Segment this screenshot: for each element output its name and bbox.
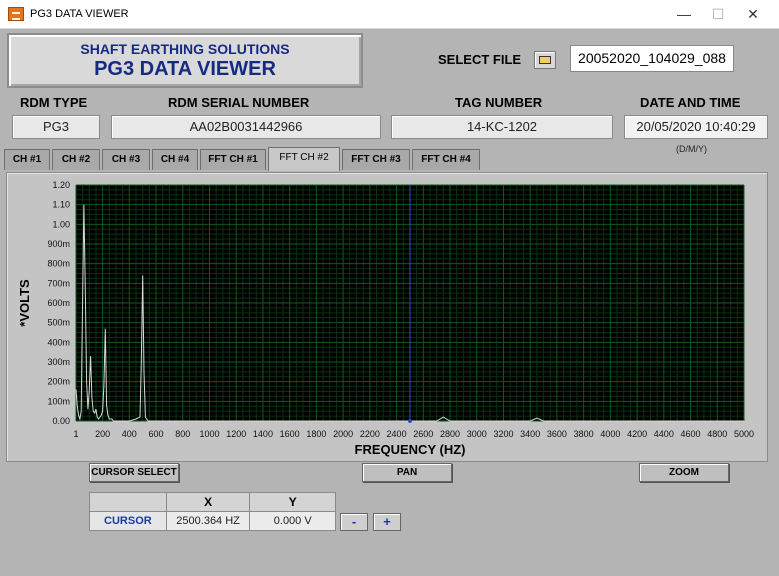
rdm-serial-field: AA02B0031442966 [111,115,381,139]
date-time-field: 20/05/2020 10:40:29 [624,115,768,139]
cursor-row[interactable]: CURSOR 2500.364 HZ 0.000 V [89,511,336,531]
tab-fft-ch4[interactable]: FFT CH #4 [412,149,480,170]
x-tick-label: 3800 [574,429,594,439]
y-axis-label: *VOLTS [17,279,32,327]
x-tick-label: 3600 [547,429,567,439]
y-tick-label: 1.10 [52,200,70,210]
select-file-label: SELECT FILE [438,52,522,67]
file-name-field[interactable]: 20052020_104029_088 [570,45,734,72]
cursor-y-value: 0.000 V [249,511,336,531]
cursor-table-header-name [89,492,167,512]
x-tick-label: 2600 [413,429,433,439]
zoom-button[interactable]: ZOOM [639,463,729,482]
x-tick-label: 1600 [280,429,300,439]
date-format-hint: (D/M/Y) [676,144,707,154]
window-title: PG3 DATA VIEWER [30,8,129,20]
x-tick-label: 4800 [707,429,727,439]
tab-ch3[interactable]: CH #3 [102,149,150,170]
y-tick-label: 900m [47,239,70,249]
cursor-minus-button[interactable]: - [340,513,368,531]
tag-number-field: 14-KC-1202 [391,115,613,139]
rdm-type-label: RDM TYPE [20,95,88,110]
cursor-table-header-x: X [165,492,251,512]
fft-chart[interactable]: 1 200 400 600 800 1000 1200 1400 1600 1800 2000 220… [7,173,769,463]
company-name: SHAFT EARTHING SOLUTIONS [80,41,290,57]
fft-plot-panel: 1 200 400 600 800 1000 1200 1400 1600 1800 2000 220… [6,172,768,462]
pan-button[interactable]: PAN [362,463,452,482]
x-tick-label: 1 [73,429,78,439]
tab-fft-ch2[interactable]: FFT CH #2 [268,147,340,171]
y-tick-label: 300m [47,357,70,367]
cursor-marker [407,419,412,423]
cursor-plus-button[interactable]: + [373,513,401,531]
x-tick-label: 4000 [600,429,620,439]
x-tick-label: 3000 [467,429,487,439]
x-tick-label: 2800 [440,429,460,439]
x-tick-label: 400 [122,429,137,439]
y-tick-label: 200m [47,377,70,387]
rdm-serial-label: RDM SERIAL NUMBER [168,95,310,110]
window-title-bar: PG3 DATA VIEWER — ☐ ✕ [0,0,779,29]
maximize-button[interactable]: ☐ [711,6,725,22]
x-axis-label: FREQUENCY (HZ) [355,442,466,457]
x-tick-label: 3200 [493,429,513,439]
x-tick-label: 1400 [253,429,273,439]
header-banner: SHAFT EARTHING SOLUTIONS PG3 DATA VIEWER [7,33,363,88]
tab-ch1[interactable]: CH #1 [4,149,50,170]
y-tick-label: 600m [47,298,70,308]
x-tick-label: 200 [95,429,110,439]
x-tick-label: 800 [175,429,190,439]
y-tick-label: 0.00 [52,416,70,426]
x-tick-label: 4600 [681,429,701,439]
app-name: PG3 DATA VIEWER [94,58,276,80]
y-tick-label: 500m [47,318,70,328]
y-tick-label: 1.20 [52,180,70,190]
tab-ch4[interactable]: CH #4 [152,149,198,170]
tag-number-label: TAG NUMBER [455,95,543,110]
x-tick-label: 2000 [333,429,353,439]
rdm-type-field: PG3 [12,115,100,139]
x-tick-label: 2200 [360,429,380,439]
x-tick-label: 1200 [226,429,246,439]
x-tick-label: 4200 [627,429,647,439]
y-tick-label: 700m [47,278,70,288]
tab-ch2[interactable]: CH #2 [52,149,100,170]
cursor-table-header-y: Y [249,492,336,512]
tab-fft-ch3[interactable]: FFT CH #3 [342,149,410,170]
cursor-table: X Y CURSOR 2500.364 HZ 0.000 V [89,492,336,531]
tab-fft-ch1[interactable]: FFT CH #1 [200,149,266,170]
x-tick-label: 5000 [734,429,754,439]
x-tick-label: 3400 [520,429,540,439]
y-tick-label: 1.00 [52,219,70,229]
x-tick-label: 1800 [306,429,326,439]
y-tick-label: 400m [47,337,70,347]
x-tick-label: 1000 [199,429,219,439]
y-tick-label: 100m [47,396,70,406]
x-tick-label: 4400 [654,429,674,439]
y-tick-label: 800m [47,259,70,269]
cursor-name[interactable]: CURSOR [89,511,167,531]
close-button[interactable]: ✕ [747,6,759,22]
date-time-label: DATE AND TIME [640,95,741,110]
x-tick-label: 600 [149,429,164,439]
cursor-x-value: 2500.364 HZ [165,511,251,531]
fft-trace [75,204,744,422]
app-logo-icon [8,7,24,21]
cursor-select-button[interactable]: CURSOR SELECT [89,463,179,482]
minimize-button[interactable]: — [677,6,691,22]
folder-open-icon [539,56,551,64]
x-tick-label: 2400 [387,429,407,439]
select-file-button[interactable] [534,51,556,69]
cursor-table-header: X Y [89,492,336,512]
